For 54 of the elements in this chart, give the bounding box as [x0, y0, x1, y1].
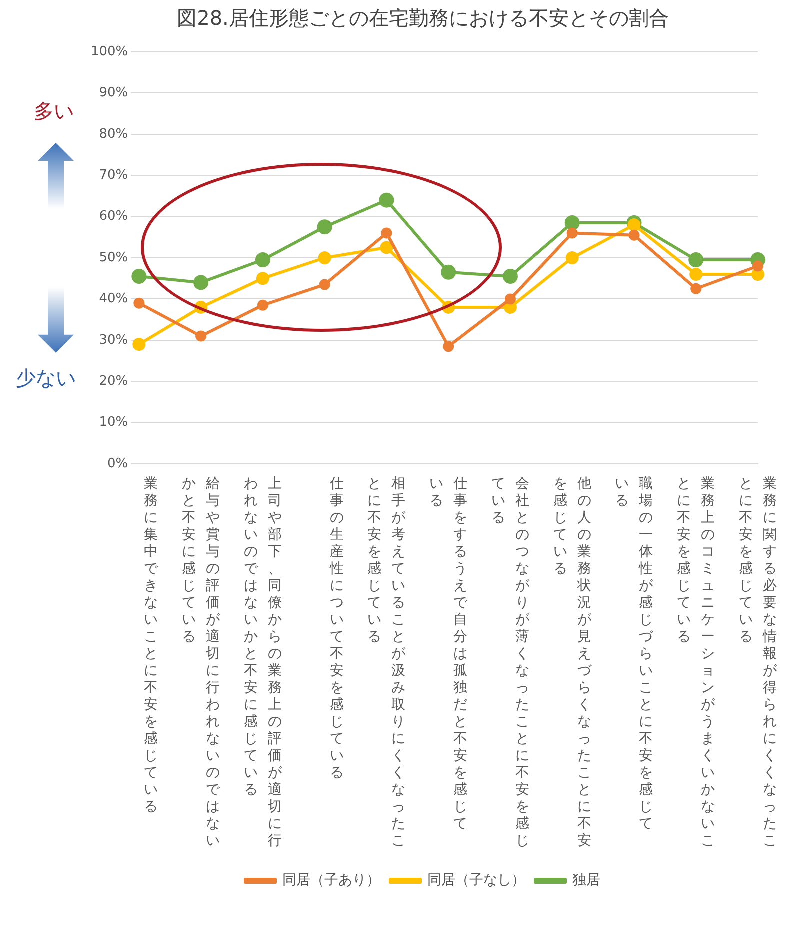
y-tick-label: 20% — [99, 374, 128, 389]
y-tick-label: 40% — [99, 292, 128, 307]
point — [196, 330, 207, 342]
point — [379, 192, 394, 208]
point — [566, 228, 578, 239]
point — [317, 220, 332, 235]
legend-label: 独居 — [572, 872, 600, 889]
point — [504, 294, 516, 305]
point — [564, 215, 580, 230]
category-label: 業務上のコミュニケーションがうまくいかないことに不安を感じている — [677, 476, 716, 849]
point — [134, 298, 145, 309]
category-label: 仕事をするうえで自分は孤独だと不安を感じている — [430, 476, 468, 832]
point — [441, 264, 456, 280]
y-tick-label: 50% — [99, 250, 128, 266]
point — [256, 272, 270, 286]
point — [690, 283, 702, 294]
category-label: 仕事の生産性について不安を感じている — [330, 476, 344, 781]
category-label: 相手が考えていることが汲み取りにくくなったことに不安を感じている — [368, 476, 406, 849]
point — [690, 268, 703, 281]
category-label: 業務に関する必要な情報が得られにくくなったことに不安を感じている — [739, 476, 777, 849]
point — [502, 269, 518, 284]
point — [319, 279, 330, 290]
y-tick-label: 30% — [99, 332, 128, 348]
y-tick-label: 0% — [108, 456, 128, 472]
point — [628, 218, 641, 232]
category-label: 業務に集中できないことに不安を感じている — [144, 476, 158, 815]
point — [255, 252, 270, 268]
point — [380, 241, 394, 254]
category-label: 上司や部下、同僚からの業務上の評価が適切に行われないのではないかと不安に感じている — [244, 476, 282, 849]
point — [257, 300, 268, 311]
y-tick-label: 10% — [99, 415, 128, 430]
point — [688, 252, 704, 268]
point — [194, 275, 209, 290]
text: 少ない — [16, 365, 76, 392]
chart-title: 図28.居住形態ごとの在宅勤務における不安とその割合 — [177, 6, 669, 30]
legend-label: 同居（子なし） — [428, 872, 526, 889]
text: 多い — [34, 98, 74, 125]
y-tick-label: 90% — [99, 86, 128, 101]
point — [628, 230, 640, 241]
point — [752, 260, 764, 272]
category-label: 会社とのつながりが薄くなったことに不安を感じている — [491, 476, 530, 849]
legend-label: 同居（子あり） — [282, 872, 380, 889]
category-label: 他の人の業務状況が見えづらくなったことに不安を感じている — [553, 476, 592, 849]
y-tick-label: 60% — [99, 209, 128, 224]
point — [443, 341, 454, 352]
point — [381, 228, 392, 239]
category-label: 給与や賞与の評価が適切に行われないのではないかと不安に感じている — [182, 476, 220, 849]
category-label: 職場の一体性が感じづらいことに不安を感じている — [615, 476, 654, 832]
point — [318, 252, 332, 264]
y-tick-label: 100% — [90, 44, 128, 60]
y-tick-label: 70% — [99, 168, 128, 183]
point — [566, 252, 579, 264]
y-tick-label: 80% — [99, 126, 128, 142]
point — [132, 269, 147, 284]
